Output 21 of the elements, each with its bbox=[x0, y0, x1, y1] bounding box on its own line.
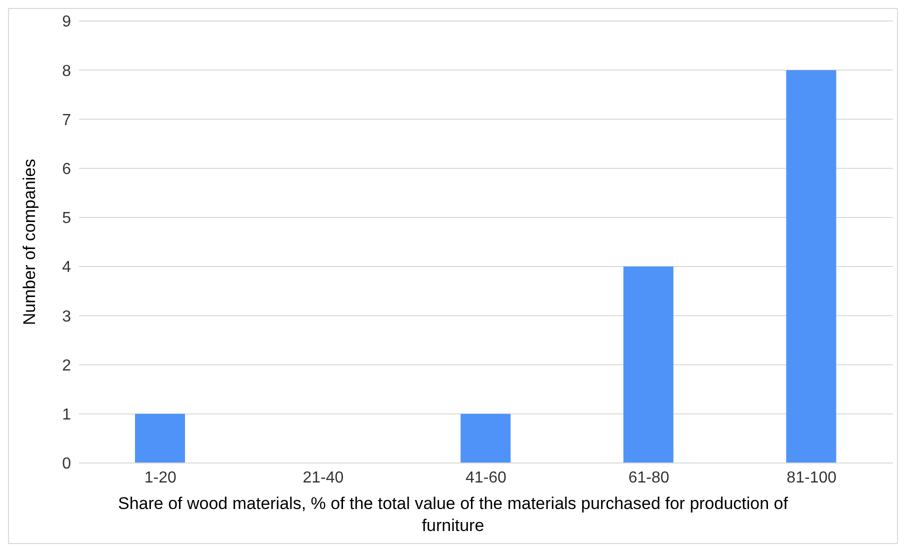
bar bbox=[623, 266, 674, 463]
x-tick-label: 1-20 bbox=[144, 469, 177, 486]
y-tick-label: 3 bbox=[62, 308, 72, 326]
y-tick-label: 6 bbox=[62, 161, 72, 178]
y-tick-label: 0 bbox=[62, 456, 72, 473]
x-tick-label: 41-60 bbox=[466, 469, 507, 486]
x-tick-label: 81-100 bbox=[786, 469, 837, 486]
bar bbox=[786, 70, 836, 463]
y-tick-label: 5 bbox=[62, 210, 72, 228]
y-tick-label: 2 bbox=[62, 357, 72, 374]
y-tick-label: 1 bbox=[62, 406, 72, 424]
y-tick-label: 8 bbox=[62, 62, 72, 80]
bar bbox=[460, 414, 511, 463]
x-axis-title: Share of wood materials, % of the total value of the materials purchased for production of furniture bbox=[117, 493, 789, 537]
y-tick-label: 4 bbox=[62, 259, 72, 276]
x-tick-label: 21-40 bbox=[302, 469, 344, 486]
y-axis-title: Number of companies bbox=[20, 158, 40, 326]
y-tick-label: 7 bbox=[62, 112, 72, 129]
y-tick-label: 9 bbox=[62, 14, 72, 31]
x-tick-label: 61-80 bbox=[628, 469, 670, 486]
bar bbox=[135, 414, 185, 463]
